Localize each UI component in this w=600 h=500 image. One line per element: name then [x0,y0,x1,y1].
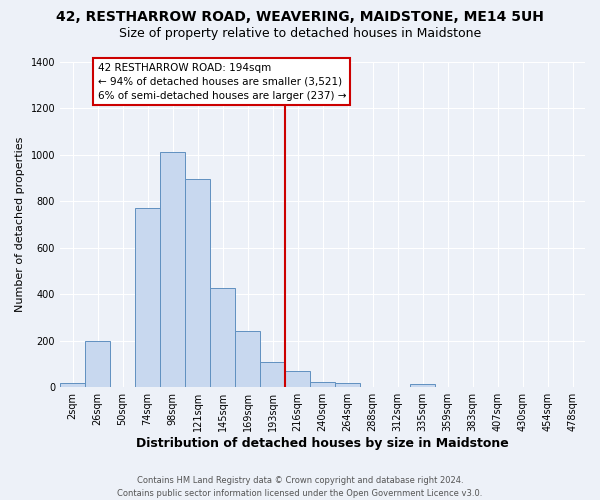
Text: Size of property relative to detached houses in Maidstone: Size of property relative to detached ho… [119,28,481,40]
Bar [335,382,360,388]
Bar [410,384,435,388]
Bar [60,382,85,388]
Bar [185,179,210,388]
Bar [210,288,235,388]
Text: 42 RESTHARROW ROAD: 194sqm
← 94% of detached houses are smaller (3,521)
6% of se: 42 RESTHARROW ROAD: 194sqm ← 94% of deta… [98,62,346,100]
Text: 42, RESTHARROW ROAD, WEAVERING, MAIDSTONE, ME14 5UH: 42, RESTHARROW ROAD, WEAVERING, MAIDSTON… [56,10,544,24]
Text: Contains HM Land Registry data © Crown copyright and database right 2024.
Contai: Contains HM Land Registry data © Crown c… [118,476,482,498]
Bar [310,382,335,388]
Bar [260,362,285,388]
Bar [85,341,110,388]
Bar [135,208,160,388]
X-axis label: Distribution of detached houses by size in Maidstone: Distribution of detached houses by size … [136,437,509,450]
Y-axis label: Number of detached properties: Number of detached properties [15,136,25,312]
Bar [160,152,185,388]
Bar [235,332,260,388]
Bar [285,371,310,388]
